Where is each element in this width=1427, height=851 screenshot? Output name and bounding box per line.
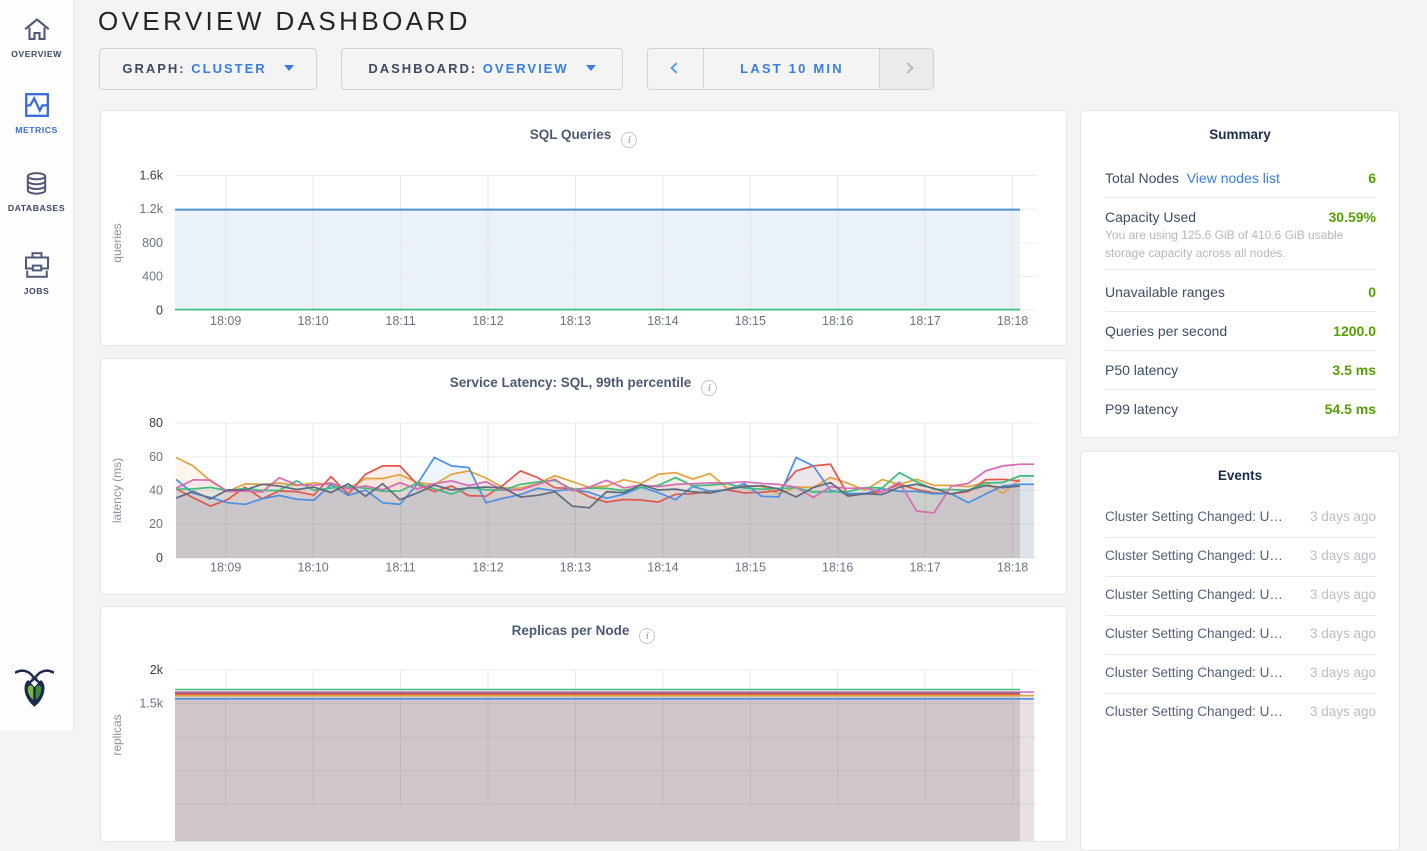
svg-text:queries: queries [110, 223, 124, 262]
svg-text:18:16: 18:16 [822, 314, 853, 328]
svg-text:0: 0 [156, 551, 163, 565]
svg-text:18:16: 18:16 [822, 561, 853, 575]
svg-text:1.6k: 1.6k [139, 169, 163, 183]
svg-text:18:15: 18:15 [735, 561, 766, 575]
svg-text:60: 60 [149, 450, 163, 464]
svg-text:18:10: 18:10 [297, 314, 328, 328]
svg-text:0: 0 [156, 303, 163, 317]
svg-text:18:15: 18:15 [735, 314, 766, 328]
svg-text:latency (ms): latency (ms) [110, 458, 124, 523]
svg-text:18:13: 18:13 [560, 561, 591, 575]
svg-text:18:10: 18:10 [297, 561, 328, 575]
svg-text:18:12: 18:12 [472, 561, 503, 575]
svg-text:80: 80 [149, 416, 163, 430]
svg-text:18:17: 18:17 [909, 561, 940, 575]
svg-text:18:11: 18:11 [385, 561, 415, 575]
svg-text:800: 800 [142, 236, 163, 250]
svg-text:1.5k: 1.5k [139, 697, 163, 711]
svg-text:18:11: 18:11 [385, 314, 415, 328]
svg-text:2k: 2k [150, 663, 164, 677]
svg-text:20: 20 [149, 517, 163, 531]
svg-text:18:17: 18:17 [909, 314, 940, 328]
svg-text:18:09: 18:09 [210, 314, 241, 328]
svg-text:40: 40 [149, 484, 163, 498]
svg-text:18:14: 18:14 [647, 561, 678, 575]
svg-text:400: 400 [142, 270, 163, 284]
svg-text:18:13: 18:13 [560, 314, 591, 328]
svg-text:18:18: 18:18 [997, 561, 1028, 575]
svg-text:18:18: 18:18 [997, 314, 1028, 328]
svg-text:18:14: 18:14 [647, 314, 678, 328]
svg-text:18:09: 18:09 [210, 561, 241, 575]
svg-text:18:12: 18:12 [472, 314, 503, 328]
svg-text:1.2k: 1.2k [139, 202, 163, 216]
svg-text:replicas: replicas [110, 714, 124, 755]
